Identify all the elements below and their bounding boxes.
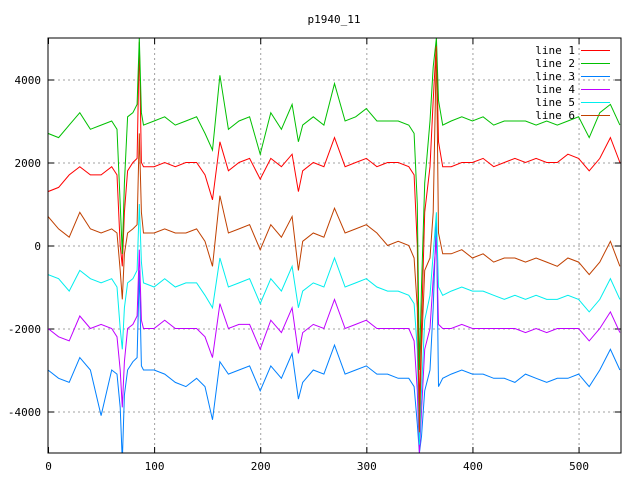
- legend-label-2: line 2: [535, 57, 575, 70]
- legend-label-1: line 1: [535, 44, 575, 57]
- x-tick-label: 200: [251, 460, 271, 473]
- chart-title: p1940_11: [308, 13, 361, 26]
- series-line-4: [48, 237, 621, 453]
- x-tick-label: 300: [357, 460, 377, 473]
- legend-label-4: line 4: [535, 83, 575, 96]
- series-line-6: [48, 46, 621, 433]
- x-tick-label: 400: [463, 460, 483, 473]
- plot-frame: [47, 37, 622, 454]
- x-tick-label: 0: [45, 460, 52, 473]
- legend-label-6: line 6: [535, 109, 575, 122]
- y-tick-label: -4000: [8, 406, 41, 419]
- y-tick-label: -2000: [8, 323, 41, 336]
- y-tick-label: 4000: [15, 74, 42, 87]
- x-tick-label: 500: [569, 460, 589, 473]
- series-lines: [48, 38, 621, 453]
- y-tick-label: 2000: [15, 157, 42, 170]
- legend-label-5: line 5: [535, 96, 575, 109]
- y-tick-label: 0: [34, 240, 41, 253]
- series-line-3: [48, 216, 621, 453]
- series-line-2: [48, 38, 621, 371]
- x-tick-label: 100: [145, 460, 165, 473]
- axis-ticks: 0 100 200 300 400 500 -4000 -2000 0 2000 4000: [8, 38, 621, 473]
- series-line-1: [48, 42, 621, 412]
- series-line-5: [48, 203, 621, 445]
- legend-label-3: line 3: [535, 70, 575, 83]
